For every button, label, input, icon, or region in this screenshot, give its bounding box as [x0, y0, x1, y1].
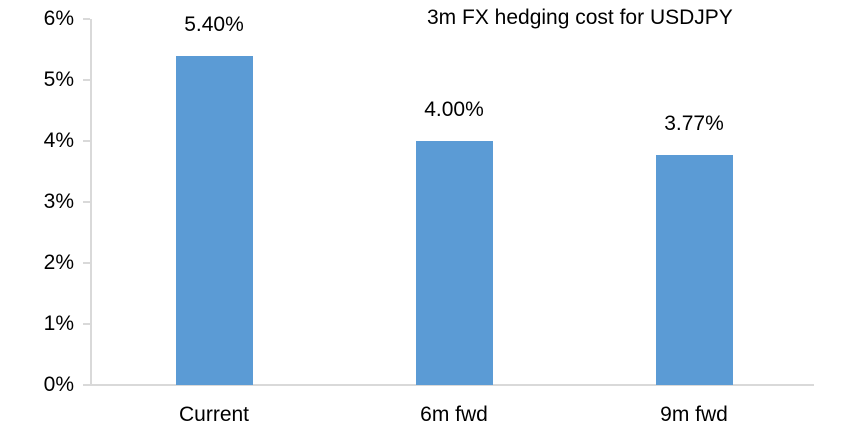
bar-9m-fwd — [655, 155, 733, 385]
y-axis-tick — [83, 140, 90, 142]
bar-value-label-6m-fwd: 4.00% — [424, 98, 484, 121]
x-axis-category-label-6m-fwd: 6m fwd — [420, 403, 488, 426]
y-axis-tick-label: 3% — [43, 190, 74, 213]
y-axis-tick — [83, 384, 90, 386]
y-axis-tick-label: 0% — [43, 373, 74, 396]
y-axis-tick — [83, 79, 90, 81]
x-axis-category-label-current: Current — [178, 403, 250, 426]
y-axis-tick-label: 5% — [43, 68, 74, 91]
y-axis-line — [90, 19, 92, 386]
y-axis-tick-label: 1% — [43, 312, 74, 335]
x-axis-line — [83, 384, 814, 386]
bar-current — [175, 55, 253, 385]
y-axis-tick — [83, 323, 90, 325]
chart-title: 3m FX hedging cost for USDJPY — [427, 6, 733, 29]
y-axis-tick — [83, 201, 90, 203]
bar-value-label-current: 5.40% — [184, 12, 244, 36]
y-axis-tick — [83, 18, 90, 20]
y-axis-tick-label: 4% — [43, 129, 74, 152]
bar-value-label-9m-fwd: 3.77% — [664, 112, 724, 136]
bar-6m-fwd — [415, 141, 493, 385]
y-axis-tick-label: 2% — [43, 251, 74, 274]
y-axis-tick-label: 6% — [43, 7, 74, 30]
y-axis-tick — [83, 262, 90, 264]
x-axis-category-label-9m-fwd: 9m fwd — [660, 403, 728, 426]
